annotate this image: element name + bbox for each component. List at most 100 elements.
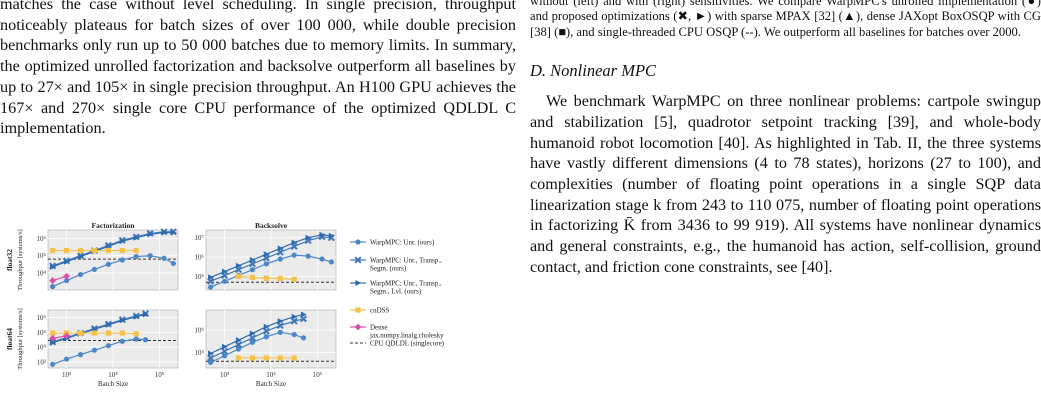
legend-label: WarpMPC: Unr., Transp., Segm., Lvl. (ours… (370, 280, 442, 296)
data-point (277, 245, 284, 252)
legend-label-line: WarpMPC: Unr., Transp., (370, 280, 442, 288)
legend-entry: WarpMPC: Unr., Transp., Segm. (ours) (350, 256, 442, 273)
y-axis-label: Throughput [systems/s] (17, 308, 24, 370)
data-point (50, 283, 56, 290)
legend-label: WarpMPC: Unr., Transp., Segm. (ours) (370, 257, 442, 273)
series-line (210, 234, 332, 278)
row-label: float32 (5, 249, 14, 271)
data-point (319, 256, 325, 262)
y-tick-label: 10³ (37, 359, 46, 367)
x-tick-label: 10³ (220, 371, 229, 379)
data-point (328, 232, 335, 239)
y-tick-label: 10⁵ (37, 252, 47, 260)
data-point (77, 247, 84, 254)
left-column: matches the case without level schedulin… (0, 0, 516, 388)
data-point (105, 243, 112, 250)
data-point (50, 247, 56, 254)
nonlinear-mpc-paragraph: We benchmark WarpMPC on three nonlinear … (530, 92, 1041, 276)
panel-title: Factorization (92, 221, 136, 230)
data-point (119, 238, 126, 245)
data-point (91, 347, 98, 353)
data-point (50, 361, 56, 367)
data-point (221, 343, 228, 350)
data-point (249, 267, 256, 273)
data-point (249, 355, 256, 361)
data-point (49, 277, 57, 284)
data-point (291, 355, 297, 361)
data-point (208, 359, 214, 366)
chart-panel: 10⁵ 10⁶ 10³ 10⁴ 10⁵ Batch Size (195, 309, 337, 388)
y-tick-label: 10⁵ (195, 349, 205, 357)
data-point (235, 346, 242, 352)
data-point (105, 343, 111, 349)
legend-label-line: Segm. (ours) (370, 265, 407, 273)
data-point (105, 247, 111, 254)
data-point (277, 256, 283, 262)
data-point (291, 331, 297, 338)
data-point (263, 261, 269, 267)
right-column: without (left) and with (right) sensitiv… (530, 0, 1041, 278)
y-tick-label: 10⁶ (37, 235, 47, 243)
data-point (63, 258, 70, 265)
data-point (133, 234, 140, 241)
data-point (63, 356, 70, 362)
y-tick-label: 10⁴ (37, 269, 47, 277)
legend-label: WarpMPC: Unr. (ours) (370, 239, 435, 247)
legend-label-line: jax.numpy.linalg.cholesky (369, 332, 444, 340)
x-axis-label: Batch Size (256, 380, 286, 388)
series-line (52, 255, 174, 288)
data-point (119, 330, 125, 336)
data-point (208, 274, 214, 281)
data-point (161, 255, 167, 261)
y-tick-label: 10⁶ (195, 327, 205, 335)
data-point (208, 284, 214, 290)
series-line (52, 231, 174, 268)
y-tick-label: 10⁷ (195, 234, 205, 242)
data-point (249, 330, 256, 337)
data-point (63, 247, 70, 254)
legend-marker (355, 239, 361, 245)
data-point (263, 275, 269, 281)
y-tick-label: 10⁶ (37, 314, 47, 322)
data-point (142, 311, 149, 318)
legend-entry: WarpMPC: Unr. (ours) (350, 239, 435, 247)
data-point (105, 330, 111, 336)
data-point (91, 247, 98, 254)
data-point (249, 339, 256, 345)
data-point (133, 247, 139, 254)
data-point (50, 263, 56, 270)
y-axis-label: Throughput [systems/s] (17, 229, 24, 291)
data-point (119, 317, 126, 324)
data-point (277, 329, 283, 335)
data-point (63, 277, 70, 284)
data-point (221, 353, 228, 359)
data-point (305, 253, 311, 259)
x-axis-label: Batch Size (98, 380, 128, 388)
legend-marker (354, 256, 362, 264)
data-point (291, 276, 297, 282)
section-heading: D. Nonlinear MPC (530, 61, 657, 81)
data-point (63, 332, 70, 340)
data-point (277, 275, 283, 281)
legend-entry: cuDSS (350, 307, 390, 315)
legend-label: CPU QDLDL (singlecore) (370, 340, 445, 348)
data-point (235, 262, 242, 269)
legend-marker (354, 323, 362, 331)
data-point (142, 337, 149, 343)
chart-panel: 10³ 10⁴ 10⁵ 10⁶ 10³ 10⁴ 10⁵ Batch Size (37, 309, 179, 388)
data-point (91, 266, 98, 273)
data-point (77, 330, 84, 336)
row-label: float64 (5, 328, 14, 350)
series-line (52, 231, 174, 267)
data-point (277, 318, 284, 325)
data-point (77, 271, 84, 278)
legend-entry: Dense jax.numpy.linalg.cholesky (350, 324, 444, 340)
data-point (161, 229, 168, 236)
data-point (221, 268, 228, 275)
legend-label-line: Dense (370, 324, 388, 332)
data-point (221, 278, 228, 284)
legend-marker (355, 280, 362, 286)
legend-label-line: CPU QDLDL (singlecore) (370, 340, 445, 348)
data-point (133, 253, 139, 260)
data-point (249, 257, 256, 263)
